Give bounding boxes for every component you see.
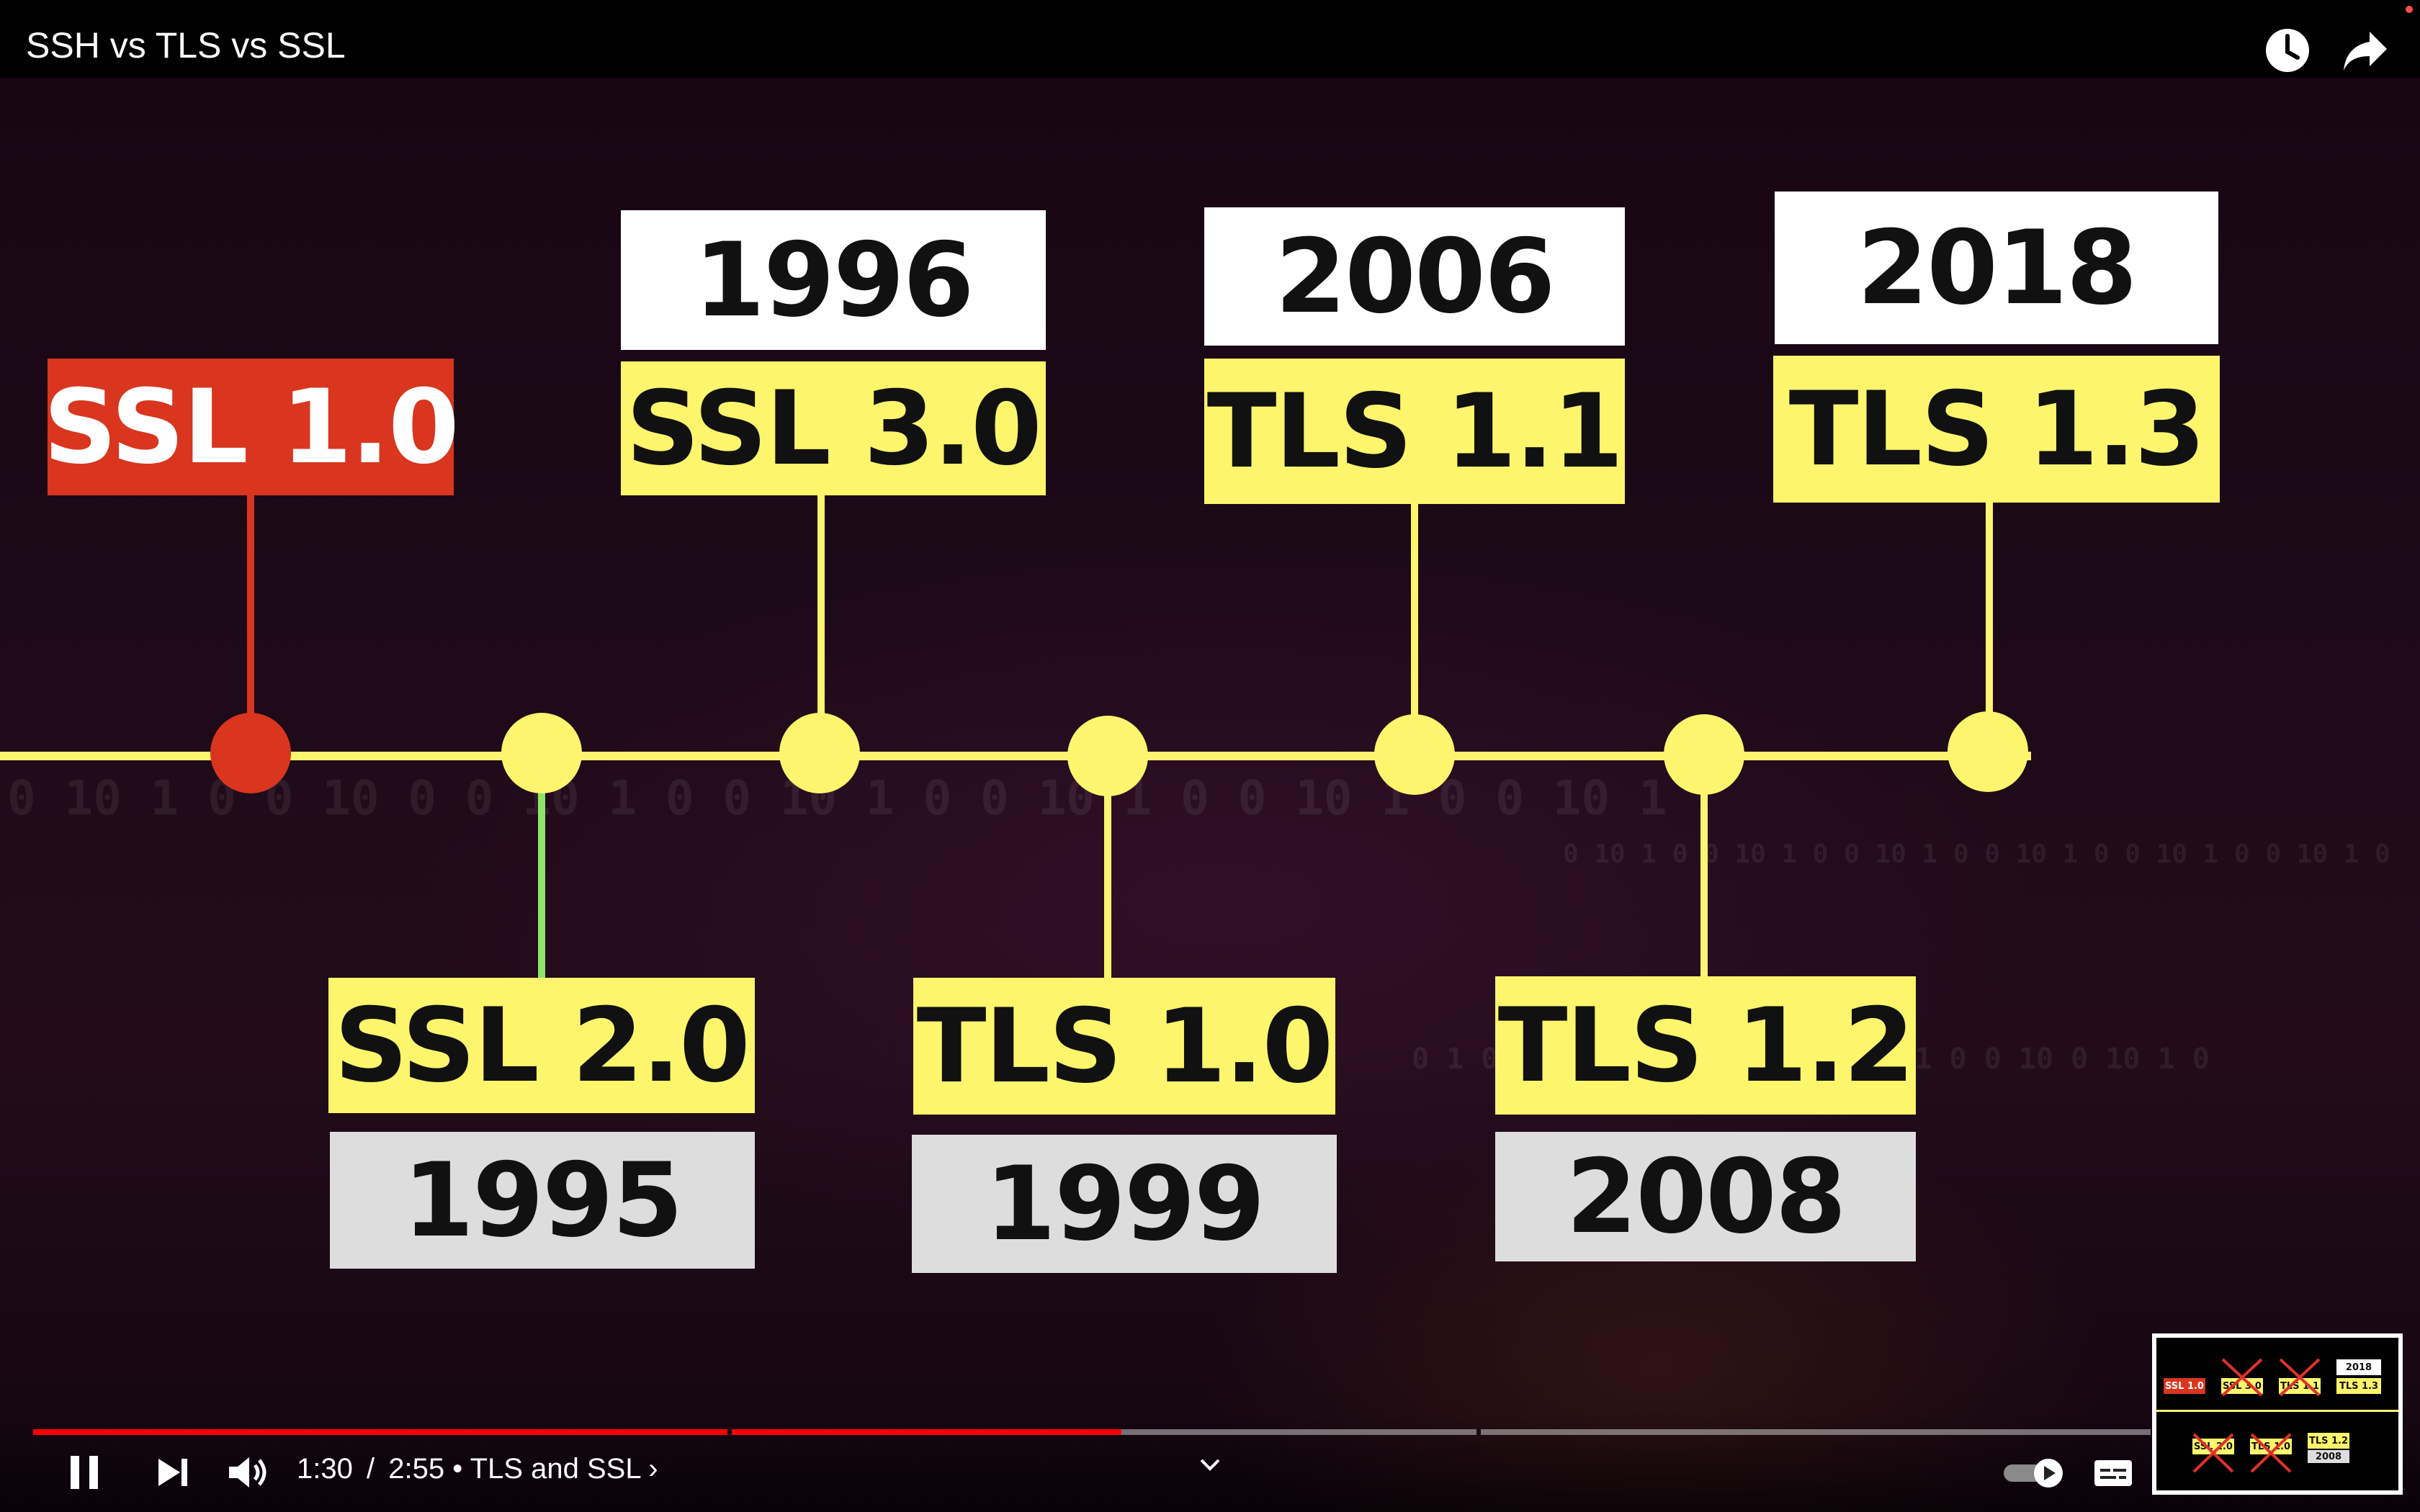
year-box-2008: 2008	[1495, 1132, 1916, 1261]
timeline-stem	[1411, 504, 1418, 756]
progress-bar-played	[33, 1429, 1122, 1435]
year-box-2006: 2006	[1204, 207, 1625, 346]
version-box-ssl-2-0: SSL 2.0	[328, 978, 755, 1113]
thumb-box-2018: 2018	[2336, 1359, 2381, 1375]
volume-icon[interactable]	[228, 1456, 271, 1489]
version-box-ssl-3-0: SSL 3.0	[621, 361, 1046, 495]
timeline-stem	[1104, 756, 1111, 979]
autoplay-toggle-icon[interactable]	[2002, 1457, 2067, 1489]
chapter-separator: •	[452, 1453, 470, 1485]
timeline-stem	[1700, 756, 1708, 979]
timeline-node-ssl-2-0	[501, 713, 582, 793]
subtitles-icon[interactable]	[2093, 1459, 2133, 1488]
title-bar: SSH vs TLS vs SSL	[0, 0, 2420, 78]
progress-bar[interactable]	[33, 1429, 2151, 1435]
thumb-box-ssl-3-0: SSL 3.0	[2221, 1378, 2263, 1394]
time-separator: /	[360, 1453, 381, 1485]
thumb-timeline	[2156, 1410, 2398, 1412]
timeline-stem	[538, 756, 545, 979]
chapter-marker	[727, 1429, 732, 1435]
year-box-1995: 1995	[330, 1132, 755, 1269]
version-box-ssl-1-0: SSL 1.0	[43, 359, 460, 495]
version-box-tls-1-2: TLS 1.2	[1495, 976, 1916, 1115]
version-box-tls-1-1: TLS 1.1	[1204, 359, 1625, 504]
time-current: 1:30	[297, 1453, 353, 1485]
thumb-crossed-out-marks	[2192, 1358, 2321, 1473]
background-binary-digits-row-2: 0 10 1 0 0 10 1 0 0 10 1 0 0 10 1 0 0 10…	[1563, 840, 2390, 869]
version-box-tls-1-3: TLS 1.3	[1773, 356, 2220, 503]
video-title[interactable]: SSH vs TLS vs SSL	[26, 25, 346, 66]
preview-thumbnail[interactable]: SSL 1.0 SSL 3.0 TLS 1.1 2018 TLS 1.3 SSL…	[2152, 1333, 2403, 1495]
chevron-right-icon: ›	[648, 1453, 658, 1485]
chapter-marker	[1476, 1429, 1481, 1435]
thumb-box-tls-1-2: TLS 1.2	[2308, 1433, 2349, 1449]
notification-dot	[2406, 6, 2413, 13]
timeline-stem	[247, 495, 254, 755]
timeline-node-ssl-3-0	[779, 713, 860, 793]
timeline-node-tls-1-2	[1664, 714, 1744, 795]
thumb-box-tls-1-3: TLS 1.3	[2336, 1378, 2381, 1394]
timeline-node-tls-1-0	[1067, 716, 1148, 796]
pause-icon[interactable]	[68, 1454, 102, 1490]
clock-icon[interactable]	[2263, 26, 2312, 75]
version-box-tls-1-0: TLS 1.0	[913, 978, 1335, 1115]
player-controls	[0, 1411, 2420, 1512]
thumb-box-ssl-1-0: SSL 1.0	[2164, 1378, 2205, 1394]
chapter-title[interactable]: TLS and SSL	[470, 1453, 641, 1485]
timeline-node-tls-1-1	[1374, 714, 1455, 795]
share-icon[interactable]	[2341, 26, 2390, 75]
timeline-node-ssl-1-0	[210, 713, 291, 793]
chevron-up-icon[interactable]	[1198, 1457, 1222, 1472]
timeline-stem	[1986, 503, 1993, 755]
time-and-chapter[interactable]: 1:30 / 2:55 • TLS and SSL ›	[297, 1453, 658, 1485]
year-box-2018: 2018	[1775, 192, 2218, 344]
next-icon[interactable]	[156, 1457, 190, 1488]
time-total: 2:55	[388, 1453, 445, 1485]
year-box-1996: 1996	[621, 210, 1046, 350]
thumb-box-2008: 2008	[2308, 1450, 2349, 1463]
year-box-1999: 1999	[912, 1135, 1337, 1273]
timeline-stem	[817, 494, 825, 753]
timeline-node-tls-1-3	[1948, 711, 2028, 792]
thumb-box-tls-1-1: TLS 1.1	[2279, 1378, 2321, 1394]
